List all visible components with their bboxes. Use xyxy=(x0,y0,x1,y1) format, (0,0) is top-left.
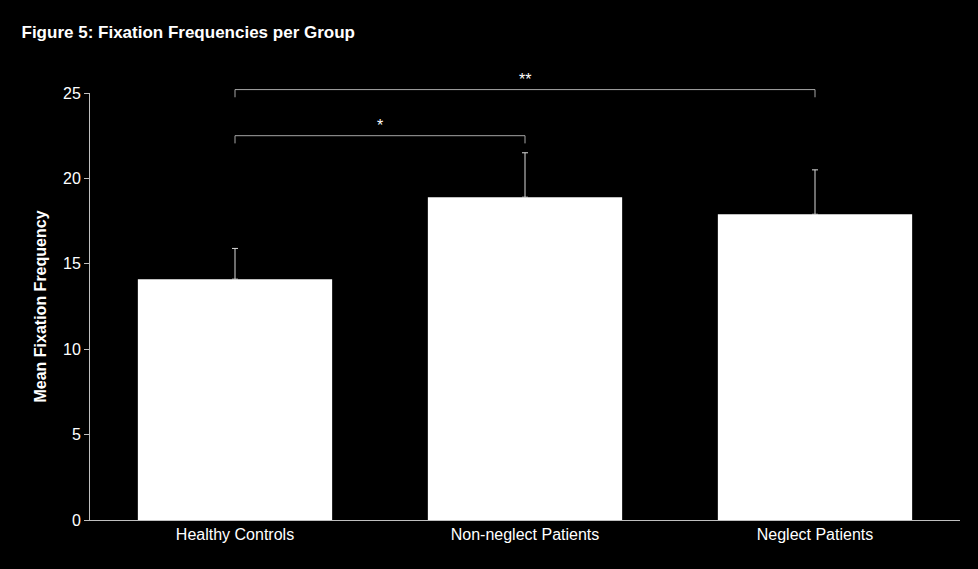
svg-text:25: 25 xyxy=(63,85,81,102)
svg-text:Healthy Controls: Healthy Controls xyxy=(176,526,294,543)
svg-text:**: ** xyxy=(519,71,531,88)
svg-text:Figure 5: Fixation Frequencies: Figure 5: Fixation Frequencies per Group xyxy=(22,23,355,42)
svg-text:15: 15 xyxy=(63,255,81,272)
svg-text:*: * xyxy=(377,117,383,134)
svg-text:20: 20 xyxy=(63,170,81,187)
svg-text:10: 10 xyxy=(63,341,81,358)
svg-text:Mean Fixation Frequency: Mean Fixation Frequency xyxy=(32,210,49,402)
svg-text:Non-neglect Patients: Non-neglect Patients xyxy=(451,526,600,543)
svg-text:Neglect Patients: Neglect Patients xyxy=(757,526,874,543)
svg-text:5: 5 xyxy=(72,426,81,443)
svg-text:0: 0 xyxy=(72,512,81,529)
